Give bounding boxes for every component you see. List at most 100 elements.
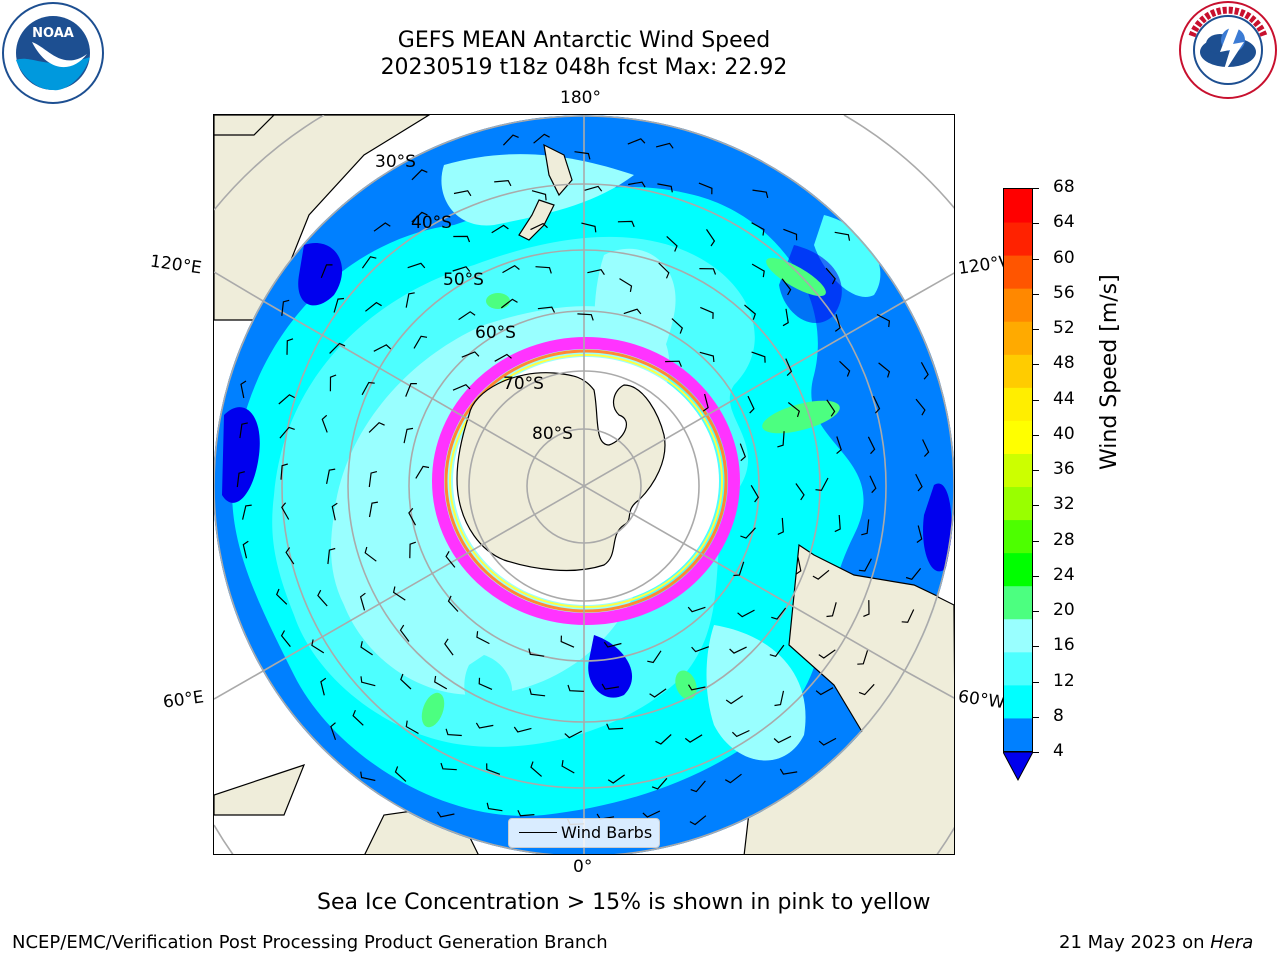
- wind-barb: [352, 709, 364, 726]
- wind-barb: [365, 301, 382, 312]
- wind-barb: [533, 133, 550, 144]
- wind-barb: [581, 222, 597, 233]
- wind-barb: [916, 525, 923, 543]
- wind-barb: [769, 644, 785, 657]
- wind-barb: [436, 811, 455, 818]
- wind-barb: [603, 641, 622, 648]
- colorbar-tick-label: 28: [1053, 529, 1075, 550]
- wind-barb: [445, 551, 456, 568]
- wind-barb: [818, 737, 837, 746]
- wind-barb: [702, 393, 709, 412]
- wind-barb: [623, 308, 642, 315]
- wind-barb: [729, 646, 747, 654]
- wind-barb: [327, 547, 336, 565]
- wind-barb: [411, 211, 428, 223]
- colorbar-tick-mark: [1033, 470, 1039, 471]
- wind-barb: [815, 687, 834, 696]
- colorbar-band: [1004, 552, 1032, 587]
- wind-barb: [857, 650, 869, 665]
- nws-logo: [1178, 0, 1278, 100]
- wind-barb: [878, 362, 891, 378]
- wind-barb: [839, 360, 851, 377]
- wind-barb: [577, 313, 594, 321]
- wind-barb: [861, 519, 870, 536]
- colorbar-band: [1004, 585, 1032, 620]
- colorbar-tick-mark: [1033, 681, 1039, 683]
- lat-label-70s: 70°S: [503, 374, 544, 394]
- wind-barb: [699, 268, 717, 275]
- wind-barb: [740, 527, 756, 539]
- colorbar-tick-label: 20: [1053, 600, 1075, 620]
- wind-barb: [415, 465, 430, 479]
- wind-barb: [584, 185, 603, 192]
- wind-barb: [530, 222, 548, 231]
- colorbar-tick-label: 64: [1053, 212, 1075, 233]
- wind-barb: [655, 142, 674, 149]
- colorbar-tick-label: 44: [1053, 388, 1075, 409]
- colorbar-tick-label: 8: [1053, 705, 1064, 726]
- colorbar-tick-label: 24: [1053, 564, 1075, 585]
- colorbar-tick-mark: [1033, 223, 1039, 225]
- wind-barb: [731, 729, 750, 738]
- wind-barb: [453, 190, 472, 197]
- wind-barb: [529, 688, 546, 697]
- wind-barb: [242, 504, 252, 520]
- colorbar-band: [1004, 453, 1032, 488]
- wind-barb: [281, 502, 290, 520]
- footer-date: 21 May 2023 on Hera: [1059, 932, 1253, 953]
- wind-barb: [394, 766, 407, 782]
- wind-barb: [373, 222, 391, 232]
- wind-barb: [403, 427, 414, 444]
- wind-barb: [399, 624, 410, 642]
- colorbar-band: [1004, 684, 1032, 719]
- wind-barb: [915, 473, 923, 492]
- wind-barb: [739, 443, 747, 462]
- wind-barb: [502, 134, 519, 146]
- wind-barb: [606, 723, 624, 730]
- lat-label-50s: 50°S: [443, 270, 484, 290]
- wind-barb: [666, 235, 678, 252]
- wind-barb: [607, 774, 625, 784]
- colorbar-tick-mark: [1033, 188, 1039, 189]
- wind-barb: [236, 471, 245, 488]
- wind-barb: [445, 728, 462, 737]
- wind-barb: [368, 501, 379, 518]
- colorbar-tick-label: 4: [1053, 741, 1064, 761]
- wind-barb: [782, 308, 789, 327]
- wind-barb: [587, 269, 605, 276]
- colorbar-band: [1004, 288, 1032, 322]
- svg-text:NOAA: NOAA: [32, 26, 74, 41]
- colorbar-tick-mark: [1033, 293, 1039, 295]
- wind-barb: [658, 262, 670, 279]
- wind-barb: [619, 278, 633, 293]
- wind-barb: [528, 648, 545, 657]
- wind-barb: [242, 540, 249, 559]
- wind-barb: [240, 380, 247, 399]
- wind-barb: [826, 602, 837, 618]
- colorbar-tick-mark: [1033, 505, 1039, 507]
- lon-label-180: 180°: [560, 88, 601, 108]
- wind-barb: [392, 586, 406, 601]
- wind-barb: [872, 395, 881, 414]
- wind-barb: [368, 471, 378, 488]
- wind-barb: [751, 263, 765, 278]
- wind-barb: [478, 677, 493, 690]
- wind-barb: [408, 507, 417, 526]
- wind-barb: [317, 589, 328, 607]
- wind-barb: [491, 224, 509, 234]
- wind-barb: [537, 306, 556, 313]
- wind-barb: [751, 222, 765, 236]
- sea-ice: [432, 337, 740, 625]
- wind-barb: [475, 722, 494, 729]
- wind-barb: [452, 266, 471, 272]
- colorbar-tick-label: 32: [1053, 494, 1075, 515]
- wind-barb: [649, 688, 667, 698]
- wind-barb: [826, 399, 836, 417]
- wind-barb: [825, 267, 836, 285]
- wind-barb: [500, 298, 518, 309]
- colorbar-tick-label: 52: [1053, 318, 1075, 338]
- wind-barb: [517, 810, 535, 817]
- wind-barb: [361, 381, 375, 396]
- wind-barb: [687, 684, 706, 691]
- colorbar-label: Wind Speed [m/s]: [1097, 274, 1122, 470]
